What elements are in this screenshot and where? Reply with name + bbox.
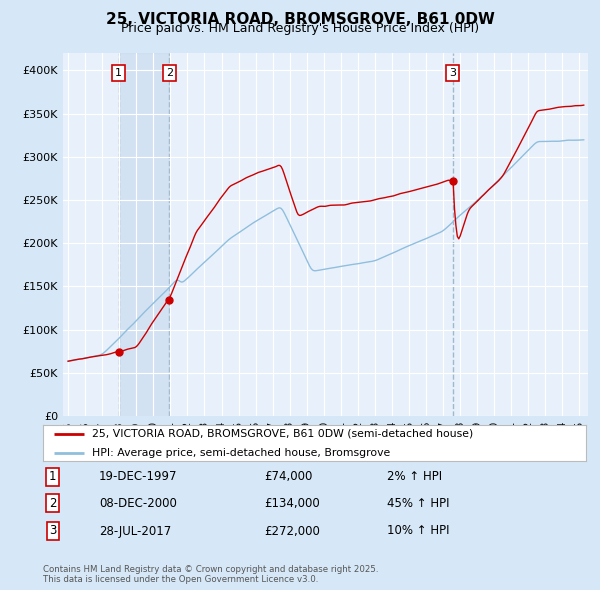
Bar	[119, 53, 169, 416]
Text: 1: 1	[115, 68, 122, 78]
Text: 1: 1	[49, 470, 56, 483]
Text: 2: 2	[49, 497, 56, 510]
Text: 2: 2	[166, 68, 173, 78]
Text: 3: 3	[49, 525, 56, 537]
Text: 10% ↑ HPI: 10% ↑ HPI	[387, 525, 449, 537]
Text: £74,000: £74,000	[264, 470, 313, 483]
Text: 3: 3	[449, 68, 457, 78]
Text: £272,000: £272,000	[264, 525, 320, 537]
Text: 19-DEC-1997: 19-DEC-1997	[99, 470, 178, 483]
Text: 28-JUL-2017: 28-JUL-2017	[99, 525, 171, 537]
Text: 25, VICTORIA ROAD, BROMSGROVE, B61 0DW: 25, VICTORIA ROAD, BROMSGROVE, B61 0DW	[106, 12, 494, 27]
Text: HPI: Average price, semi-detached house, Bromsgrove: HPI: Average price, semi-detached house,…	[92, 448, 391, 458]
Text: Price paid vs. HM Land Registry's House Price Index (HPI): Price paid vs. HM Land Registry's House …	[121, 22, 479, 35]
Text: 45% ↑ HPI: 45% ↑ HPI	[387, 497, 449, 510]
Text: Contains HM Land Registry data © Crown copyright and database right 2025.
This d: Contains HM Land Registry data © Crown c…	[43, 565, 379, 584]
Text: £134,000: £134,000	[264, 497, 320, 510]
Text: 08-DEC-2000: 08-DEC-2000	[99, 497, 177, 510]
Text: 2% ↑ HPI: 2% ↑ HPI	[387, 470, 442, 483]
Text: 25, VICTORIA ROAD, BROMSGROVE, B61 0DW (semi-detached house): 25, VICTORIA ROAD, BROMSGROVE, B61 0DW (…	[92, 428, 473, 438]
